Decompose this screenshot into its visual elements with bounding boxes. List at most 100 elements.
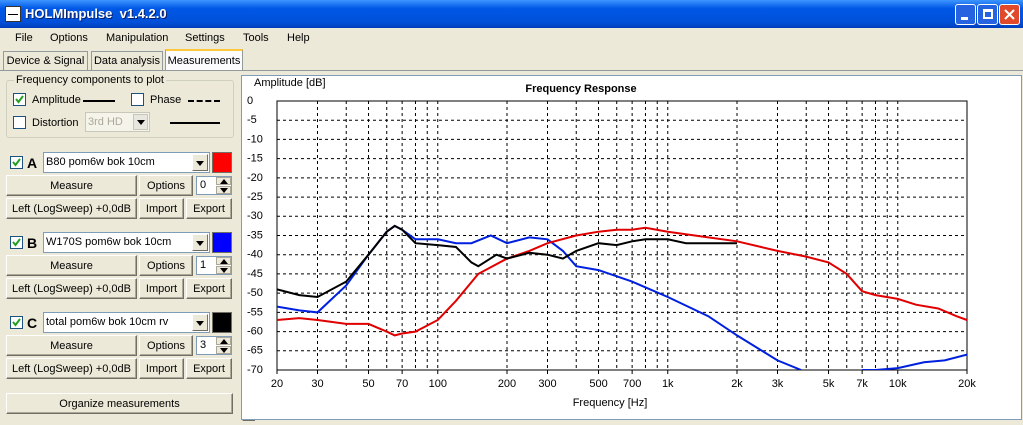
menu-item[interactable]: Tools <box>243 32 269 44</box>
measurement-name: total pom6w bok 10cm rv <box>46 316 169 328</box>
offset-spinner[interactable]: 1 <box>196 256 232 275</box>
x-tick-label: 1k <box>662 378 674 390</box>
measurement-checkbox[interactable] <box>10 316 23 329</box>
y-tick-label: -70 <box>247 364 263 376</box>
y-tick-label: -15 <box>247 153 263 165</box>
series-line <box>277 226 967 337</box>
color-swatch[interactable] <box>212 312 232 333</box>
arrow-icon <box>220 339 228 344</box>
phase-line-sample <box>188 100 220 102</box>
menu-item[interactable]: Options <box>50 32 88 44</box>
check-mark <box>15 95 24 104</box>
organize-button[interactable]: Organize measurements <box>6 393 233 414</box>
x-tick-label: 70 <box>396 378 408 390</box>
export-button[interactable]: Export <box>186 198 232 219</box>
spin-up <box>216 177 231 185</box>
export-button[interactable]: Export <box>186 358 232 379</box>
check-glyph <box>15 95 24 104</box>
arrow-glyph <box>196 161 204 166</box>
close-glyph <box>1004 9 1015 20</box>
menu-item[interactable]: Settings <box>185 32 225 44</box>
y-tick-label: -10 <box>247 133 263 145</box>
chart-content: Frequency Response Amplitude [dB] Frequenc… <box>247 77 976 409</box>
measurement-letter: C <box>27 315 38 331</box>
menu-item[interactable]: File <box>15 32 33 44</box>
y-tick-label: -50 <box>247 287 263 299</box>
check-glyph <box>12 238 21 247</box>
color-swatch[interactable] <box>212 152 232 173</box>
source-label: Left (LogSweep) +0,0dB <box>6 198 137 219</box>
arrow-icon <box>137 120 145 125</box>
distortion-line-sample <box>170 122 220 124</box>
x-tick-label: 10k <box>889 378 907 390</box>
x-tick-label: 300 <box>538 378 556 390</box>
chart: Frequency Response Amplitude [dB] Frequenc… <box>241 75 1022 420</box>
measurement-checkbox[interactable] <box>10 156 23 169</box>
measurement-select[interactable]: W170S pom6w bok 10cm <box>43 232 210 253</box>
measurement-letter: B <box>27 235 38 251</box>
offset-value: 1 <box>200 259 207 271</box>
chart-title: Frequency Response <box>525 83 636 95</box>
color-swatch[interactable] <box>212 232 232 253</box>
options-button[interactable]: Options <box>139 335 193 356</box>
spin-down <box>216 186 231 194</box>
menu-item[interactable]: Manipulation <box>106 32 169 44</box>
arrow-glyph <box>137 120 145 125</box>
spin-down <box>216 266 231 274</box>
measure-button[interactable]: Measure <box>6 255 137 276</box>
import-button[interactable]: Import <box>139 278 184 299</box>
check-mark <box>12 318 21 327</box>
minimize-button[interactable] <box>955 4 976 25</box>
arrow-icon <box>196 321 204 326</box>
y-axis-label: Amplitude [dB] <box>254 77 326 89</box>
measurement-name: W170S pom6w bok 10cm <box>46 236 172 248</box>
tab[interactable]: Data analysis <box>91 51 163 70</box>
y-tick-label: -45 <box>247 268 263 280</box>
maximize-button[interactable] <box>977 4 998 25</box>
measure-button[interactable]: Measure <box>6 175 137 196</box>
dropdown-button <box>133 114 148 130</box>
arrow-glyph <box>196 241 204 246</box>
phase-label: Phase <box>150 94 182 106</box>
x-tick-label: 100 <box>429 378 447 390</box>
y-tick-label: -60 <box>247 325 263 337</box>
x-tick-label: 20 <box>271 378 283 390</box>
x-tick-label: 7k <box>856 378 868 390</box>
options-button[interactable]: Options <box>139 175 193 196</box>
phase-checkbox[interactable] <box>131 93 144 106</box>
import-button[interactable]: Import <box>139 198 184 219</box>
measurement-select[interactable]: total pom6w bok 10cm rv <box>43 312 210 333</box>
arrow-icon <box>220 348 228 353</box>
measurement-checkbox[interactable] <box>10 236 23 249</box>
import-button[interactable]: Import <box>139 358 184 379</box>
amplitude-line-sample <box>83 100 115 102</box>
y-tick-label: 0 <box>247 95 253 107</box>
x-tick-label: 3k <box>772 378 784 390</box>
measurement-select[interactable]: B80 pom6w bok 10cm <box>43 152 210 173</box>
export-button[interactable]: Export <box>186 278 232 299</box>
amplitude-checkbox[interactable] <box>13 93 26 106</box>
arrow-glyph <box>220 268 228 273</box>
distortion-checkbox[interactable] <box>13 116 26 129</box>
tab[interactable]: Device & Signal <box>3 51 88 70</box>
arrow-glyph <box>220 339 228 344</box>
offset-spinner[interactable]: 0 <box>196 176 232 195</box>
x-tick-label: 2k <box>731 378 743 390</box>
y-tick-label: -5 <box>247 114 257 126</box>
plot-frame <box>276 100 968 371</box>
measure-button[interactable]: Measure <box>6 335 137 356</box>
offset-spinner[interactable]: 3 <box>196 336 232 355</box>
arrow-icon <box>220 268 228 273</box>
close-button[interactable] <box>999 4 1020 25</box>
arrow-glyph <box>196 321 204 326</box>
arrow-icon <box>220 259 228 264</box>
check-glyph <box>12 158 21 167</box>
options-button[interactable]: Options <box>139 255 193 276</box>
amplitude-label: Amplitude <box>32 94 81 106</box>
tab[interactable]: Measurements <box>165 49 243 71</box>
x-tick-label: 200 <box>498 378 516 390</box>
x-tick-label: 5k <box>823 378 835 390</box>
y-tick-label: -40 <box>247 249 263 261</box>
menu-item[interactable]: Help <box>287 32 310 44</box>
arrow-icon <box>196 241 204 246</box>
